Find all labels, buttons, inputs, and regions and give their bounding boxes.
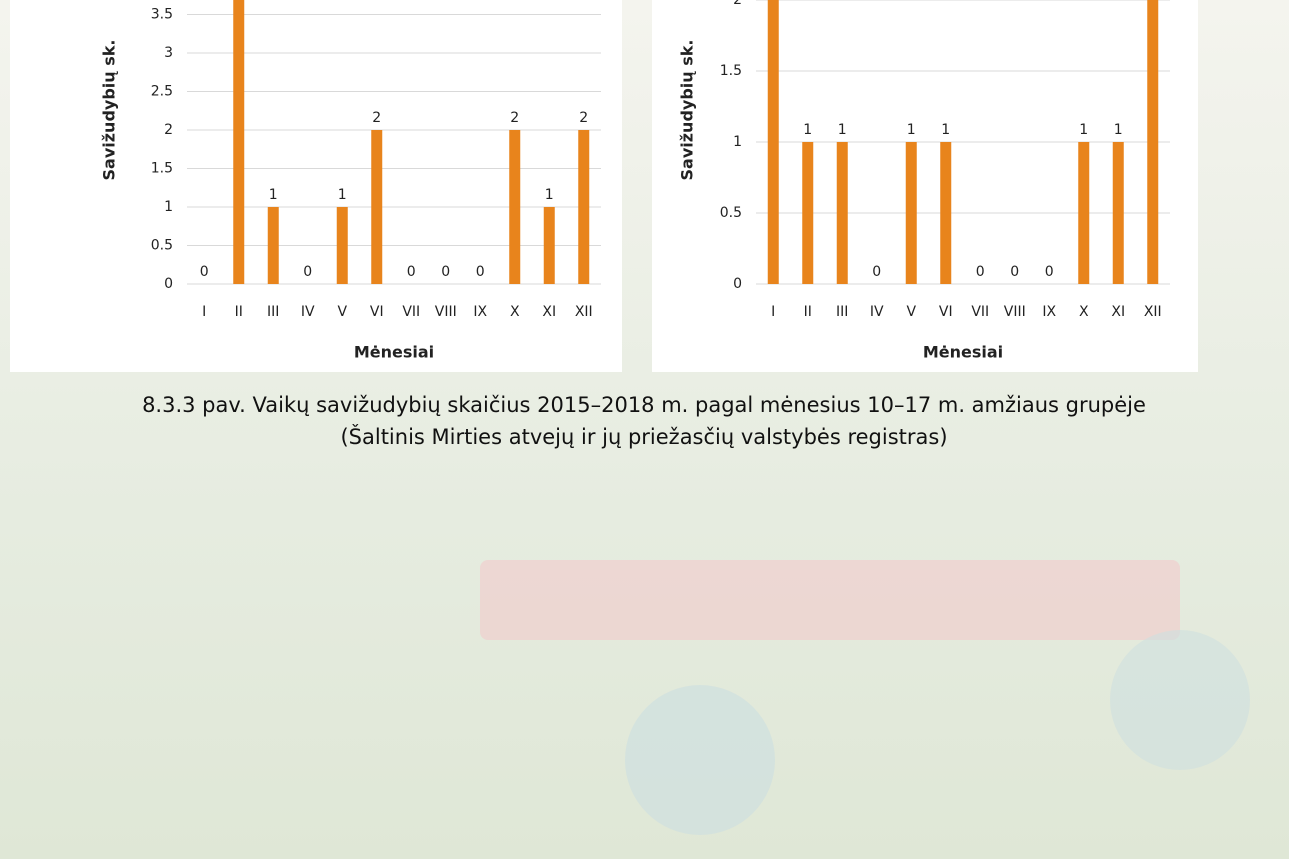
- x-tick-label: VI: [939, 304, 953, 320]
- bar: [267, 207, 279, 284]
- y-tick-label: 3: [164, 45, 173, 61]
- data-label: 0: [872, 264, 881, 280]
- y-tick-label: 3.5: [151, 7, 173, 23]
- data-label: 0: [1010, 264, 1019, 280]
- bar: [233, 0, 245, 284]
- data-label: 0: [303, 264, 312, 280]
- x-tick-label: III: [836, 304, 848, 320]
- x-tick-label: XI: [542, 304, 556, 320]
- x-tick-label: XII: [1144, 304, 1162, 320]
- data-label: 1: [907, 122, 916, 138]
- bar: [767, 0, 779, 284]
- x-tick-label: VI: [370, 304, 384, 320]
- x-tick-label: IV: [301, 304, 315, 320]
- y-tick-label: 0: [164, 276, 173, 292]
- x-tick-label: III: [267, 304, 279, 320]
- y-tick-label: 2: [164, 122, 173, 138]
- data-label: 0: [441, 264, 450, 280]
- data-label: 1: [545, 187, 554, 203]
- x-tick-label: VII: [402, 304, 420, 320]
- y-tick-label: 1.5: [720, 63, 742, 79]
- data-label: 1: [269, 187, 278, 203]
- data-label: 1: [803, 122, 812, 138]
- x-tick-label: VII: [971, 304, 989, 320]
- x-tick-label: II: [235, 304, 243, 320]
- x-tick-label: XI: [1111, 304, 1125, 320]
- data-label: 0: [976, 264, 985, 280]
- bar: [1078, 142, 1090, 284]
- y-tick-label: 0.5: [151, 238, 173, 254]
- y-tick-label: 1.5: [151, 161, 173, 177]
- data-label: 2: [510, 110, 519, 126]
- y-axis-title: Savižudybių sk.: [678, 40, 697, 181]
- x-tick-label: IX: [473, 304, 487, 320]
- bar: [1147, 0, 1159, 284]
- bar: [578, 130, 590, 284]
- data-label: 1: [1079, 122, 1088, 138]
- y-tick-label: 1: [733, 134, 742, 150]
- y-tick-label: 2: [733, 0, 742, 8]
- x-tick-label: IV: [870, 304, 884, 320]
- data-label: 1: [338, 187, 347, 203]
- x-tick-label: V: [906, 304, 916, 320]
- x-tick-label: X: [510, 304, 520, 320]
- caption: (Šaltinis Mirties atvejų ir jų priežasči…: [340, 424, 947, 449]
- x-tick-label: I: [202, 304, 206, 320]
- wheel: [625, 685, 775, 835]
- bar: [905, 142, 917, 284]
- bar: [509, 130, 521, 284]
- data-label: 0: [200, 264, 209, 280]
- x-tick-label: VIII: [435, 304, 457, 320]
- y-tick-label: 1: [164, 199, 173, 215]
- x-tick-label: VIII: [1004, 304, 1026, 320]
- data-label: 1: [941, 122, 950, 138]
- y-tick-label: 0.5: [720, 205, 742, 221]
- bar: [371, 130, 383, 284]
- bar: [543, 207, 555, 284]
- chart-panel: [652, 0, 1198, 372]
- data-label: 0: [407, 264, 416, 280]
- x-tick-label: X: [1079, 304, 1089, 320]
- x-tick-label: I: [771, 304, 775, 320]
- x-tick-label: V: [337, 304, 347, 320]
- bar: [1112, 142, 1124, 284]
- data-label: 0: [476, 264, 485, 280]
- data-label: 2: [579, 110, 588, 126]
- bar: [836, 142, 848, 284]
- data-label: 1: [1114, 122, 1123, 138]
- x-tick-label: XII: [575, 304, 593, 320]
- x-axis-title: Mėnesiai: [923, 343, 1003, 362]
- y-axis-title: Savižudybių sk.: [100, 40, 119, 181]
- x-tick-label: II: [804, 304, 812, 320]
- x-tick-label: IX: [1042, 304, 1056, 320]
- bar: [940, 142, 952, 284]
- wagon: [480, 560, 1180, 640]
- x-axis-title: Mėnesiai: [354, 343, 434, 362]
- data-label: 2: [372, 110, 381, 126]
- bar: [802, 142, 814, 284]
- y-tick-label: 2.5: [151, 84, 173, 100]
- wheel: [1110, 630, 1250, 770]
- y-tick-label: 0: [733, 276, 742, 292]
- data-label: 1: [838, 122, 847, 138]
- bar: [336, 207, 348, 284]
- data-label: 0: [1045, 264, 1054, 280]
- caption: 8.3.3 pav. Vaikų savižudybių skaičius 20…: [142, 393, 1146, 417]
